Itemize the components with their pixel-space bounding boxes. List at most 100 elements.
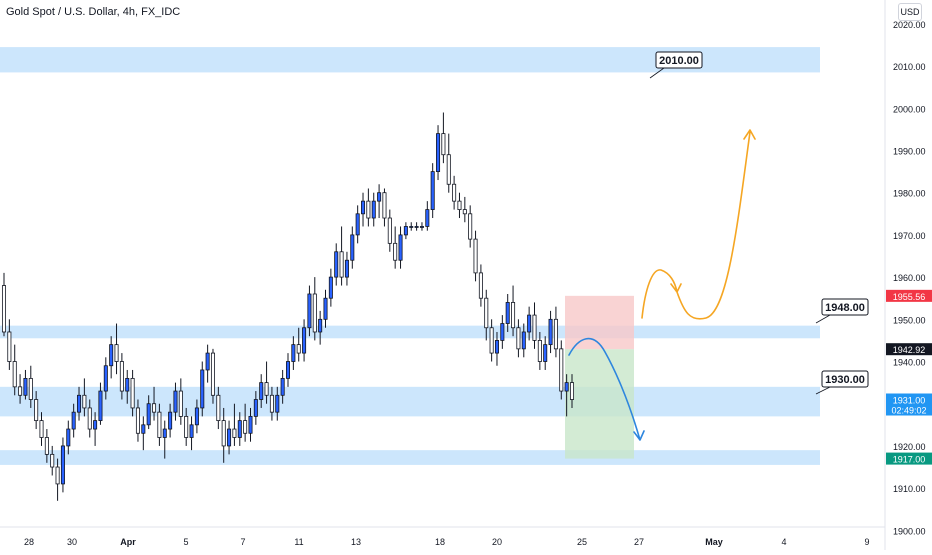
candle-body bbox=[205, 352, 210, 371]
candle-body bbox=[511, 302, 516, 329]
candle-body bbox=[414, 226, 419, 228]
candle-body bbox=[146, 403, 151, 426]
candle-body bbox=[344, 259, 349, 278]
candle-body bbox=[419, 226, 424, 228]
callout-box[interactable] bbox=[821, 370, 869, 388]
candle-body bbox=[50, 453, 55, 468]
candle-body bbox=[114, 344, 119, 362]
candle-body bbox=[189, 424, 194, 438]
symbol-title: Gold Spot / U.S. Dollar, 4h, FX_IDC bbox=[6, 6, 181, 18]
price-badge bbox=[886, 393, 932, 416]
candle-body bbox=[521, 331, 526, 350]
bullish-projection-arrow bbox=[641, 129, 756, 320]
y-tick-label: 1900.00 bbox=[893, 526, 926, 536]
price-badge-label: 1955.56 bbox=[893, 292, 926, 302]
y-tick-label: 2000.00 bbox=[893, 104, 926, 114]
candle-body bbox=[371, 200, 376, 219]
candle-body bbox=[237, 420, 242, 438]
callout-label: 1948.00 bbox=[825, 302, 865, 314]
candle-body bbox=[168, 411, 173, 430]
x-tick-label: 5 bbox=[183, 537, 188, 547]
y-tick-label: 1980.00 bbox=[893, 189, 926, 199]
candle-body bbox=[473, 238, 478, 274]
bearish-projection-arrow bbox=[568, 337, 645, 441]
candle-body bbox=[462, 209, 467, 215]
x-tick-label: 18 bbox=[435, 537, 445, 547]
candle-body bbox=[484, 297, 489, 329]
candle-body bbox=[178, 390, 183, 417]
candle-body bbox=[253, 399, 258, 417]
candle-body bbox=[361, 200, 366, 215]
candle-body bbox=[275, 394, 280, 413]
candle-body bbox=[302, 327, 307, 354]
candle-body bbox=[216, 394, 221, 422]
candle-body bbox=[489, 327, 494, 354]
candle-body bbox=[269, 394, 274, 413]
price-badge-label: 1942.92 bbox=[893, 345, 926, 355]
candle-body bbox=[264, 382, 269, 396]
candle-body bbox=[141, 424, 146, 434]
x-tick-label: 27 bbox=[634, 537, 644, 547]
candle-body bbox=[200, 369, 205, 409]
price-badge bbox=[886, 343, 932, 356]
candle-body bbox=[28, 378, 33, 400]
candle-body bbox=[259, 382, 264, 400]
candle-body bbox=[334, 251, 339, 278]
x-tick-label: 7 bbox=[240, 537, 245, 547]
candle-body bbox=[382, 192, 387, 219]
candle-body bbox=[468, 213, 473, 240]
x-tick-label: 11 bbox=[294, 537, 303, 547]
candle-body bbox=[307, 293, 312, 329]
candle-body bbox=[23, 378, 28, 396]
x-tick-label: Apr bbox=[120, 537, 136, 547]
y-tick-label: 2010.00 bbox=[893, 62, 926, 72]
x-tick-label: 30 bbox=[67, 537, 77, 547]
callout-pointer bbox=[815, 386, 831, 395]
x-tick-label: 9 bbox=[864, 537, 869, 547]
candle-body bbox=[109, 344, 114, 367]
candle-body bbox=[559, 348, 564, 392]
callout-box[interactable] bbox=[655, 51, 703, 69]
candle-body bbox=[162, 428, 167, 438]
candle-body bbox=[248, 415, 253, 434]
candle-body bbox=[227, 428, 232, 447]
candle-body bbox=[66, 428, 71, 447]
candle-body bbox=[87, 407, 92, 430]
take-profit-zone[interactable] bbox=[565, 349, 634, 459]
candle-body bbox=[355, 213, 360, 236]
x-tick-label: 4 bbox=[781, 537, 786, 547]
y-tick-label: 1970.00 bbox=[893, 231, 926, 241]
price-badge-label: 1931.00 bbox=[893, 396, 926, 406]
candle-body bbox=[505, 302, 510, 324]
candle-body bbox=[98, 390, 103, 422]
candle-body bbox=[210, 352, 215, 396]
candle-body bbox=[537, 340, 542, 362]
candle-body bbox=[527, 314, 532, 333]
candle-body bbox=[194, 407, 199, 426]
candle-body bbox=[296, 344, 301, 354]
candle-body bbox=[157, 411, 162, 438]
candle-body bbox=[291, 344, 296, 362]
y-tick-label: 1910.00 bbox=[893, 484, 926, 494]
candle-body bbox=[125, 378, 130, 392]
candle-body bbox=[221, 420, 226, 447]
candle-body bbox=[553, 318, 558, 350]
candle-body bbox=[532, 314, 537, 341]
countdown-label: 02:49:02 bbox=[891, 406, 926, 416]
candle-body bbox=[446, 154, 451, 185]
x-tick-label: 25 bbox=[577, 537, 587, 547]
currency-button[interactable]: USD bbox=[898, 3, 922, 21]
candle-body bbox=[312, 293, 317, 333]
stop-loss-zone[interactable] bbox=[565, 295, 634, 350]
candle-body bbox=[280, 378, 285, 396]
callout-box[interactable] bbox=[821, 298, 869, 316]
candle-body bbox=[436, 133, 441, 172]
zone-rect bbox=[0, 450, 820, 465]
candle-body bbox=[409, 226, 414, 228]
candle-body bbox=[328, 276, 333, 299]
candle-body bbox=[318, 318, 323, 333]
candle-body bbox=[350, 234, 355, 261]
x-tick-label: 13 bbox=[351, 537, 361, 547]
